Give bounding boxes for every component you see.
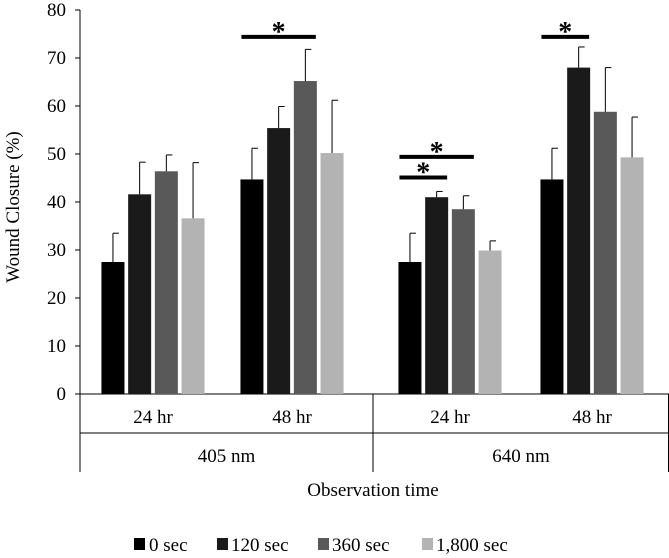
significance-asterisk: * [272,17,286,48]
legend-label: 360 sec [332,535,390,556]
legend-label: 1,800 sec [436,535,508,556]
bar-0-sec [101,262,125,394]
y-tick-label: 50 [47,144,66,165]
legend-label: 0 sec [149,535,188,556]
bar-120-sec [128,194,152,394]
x-category-label: 48 hr [572,407,612,428]
x-category-label: 24 hr [430,407,470,428]
legend-swatch [217,538,228,550]
bar-360-sec [154,171,178,394]
significance-asterisk: * [416,158,430,189]
significance-asterisk: * [558,17,572,48]
y-tick-label: 10 [47,336,66,357]
x-category-label: 24 hr [133,407,173,428]
bar-120-sec [267,128,291,394]
y-tick-label: 60 [47,96,66,117]
y-tick-label: 80 [47,0,66,21]
legend-swatch [318,538,329,550]
bar-1-800-sec [181,218,205,394]
bar-360-sec [593,111,617,394]
bar-1-800-sec [320,153,344,394]
bar-0-sec [398,262,422,394]
bar-1-800-sec [620,157,644,394]
y-tick-label: 20 [47,288,66,309]
bar-0-sec [240,179,264,394]
y-tick-label: 70 [47,48,66,69]
x-category-label: 48 hr [272,407,312,428]
bar-360-sec [451,209,475,394]
x-group-label: 640 nm [492,446,550,467]
y-tick-label: 0 [57,384,67,405]
y-tick-label: 30 [47,240,66,261]
significance-asterisk: * [430,137,444,168]
x-axis-title: Observation time [307,480,438,501]
legend-label: 120 sec [231,535,289,556]
bar-120-sec [425,197,449,394]
y-axis-title: Wound Closure (%) [3,131,24,283]
bar-1-800-sec [478,250,502,394]
legend-swatch [134,538,145,550]
y-tick-label: 40 [47,192,66,213]
bar-120-sec [567,67,591,394]
legend-swatch [422,538,433,550]
bar-360-sec [293,81,317,394]
bar-0-sec [540,179,564,394]
x-group-label: 405 nm [198,446,256,467]
